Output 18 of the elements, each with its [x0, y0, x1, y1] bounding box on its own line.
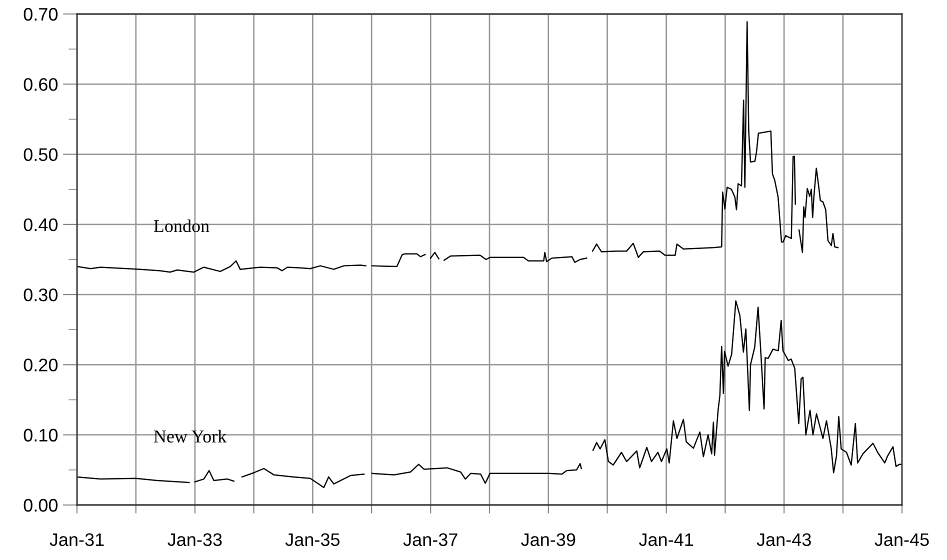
x-tick-label: Jan-41	[638, 533, 694, 546]
y-tick-label: 0.40	[24, 218, 58, 232]
y-tick-label: 0.60	[24, 78, 58, 91]
y-tick-label: 0.00	[24, 498, 58, 512]
y-tick-label: 0.10	[24, 428, 58, 442]
y-tick-label: 0.20	[24, 358, 58, 372]
y-tick-label: 0.70	[24, 8, 58, 21]
series-label: London	[154, 219, 210, 232]
x-tick-label: Jan-37	[403, 533, 458, 546]
y-tick-label: 0.30	[24, 288, 58, 302]
x-tick-label: Jan-39	[521, 533, 576, 546]
x-tick-label: Jan-43	[756, 533, 811, 546]
series-label: New York	[154, 430, 227, 443]
x-tick-label: Jan-33	[168, 533, 222, 546]
x-tick-label: Jan-45	[874, 533, 929, 546]
y-tick-label: 0.50	[24, 148, 58, 162]
x-tick-label: Jan-31	[50, 533, 104, 546]
x-tick-label: Jan-35	[285, 533, 340, 546]
